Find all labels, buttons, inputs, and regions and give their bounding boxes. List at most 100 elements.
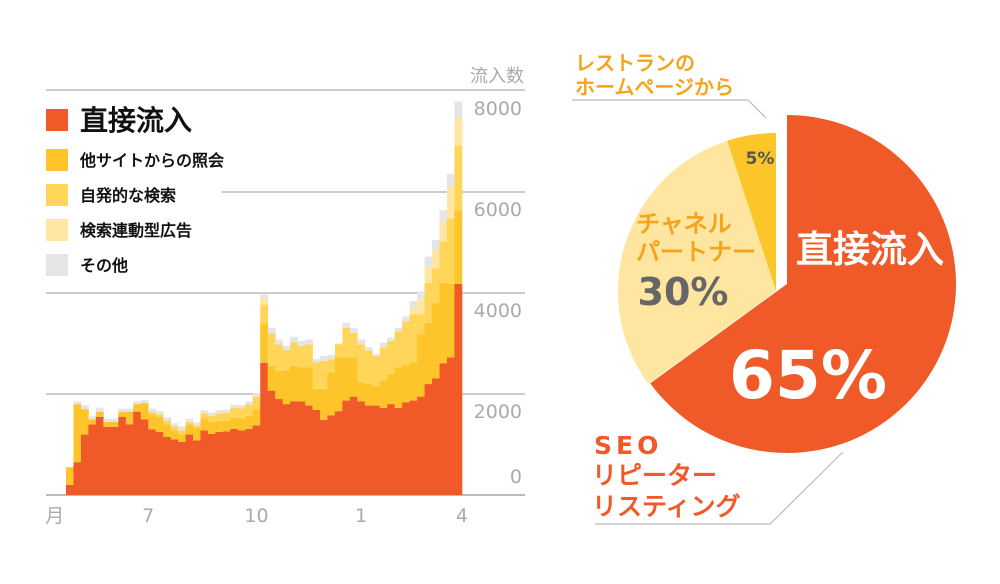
legend-label-organic: 自発的な検索	[80, 186, 176, 205]
bar-organic	[387, 340, 396, 375]
legend-swatch-direct	[46, 109, 68, 131]
bar-referral	[282, 370, 291, 405]
bar-direct	[424, 384, 433, 495]
bar-other	[88, 416, 97, 420]
bar-direct	[103, 426, 112, 495]
pie-labels: 直接流入 65% 5% チャネル パートナー 30% レストランの ホームページ…	[572, 51, 944, 525]
bar-referral	[305, 367, 313, 406]
pie-slice-partner	[618, 140, 776, 384]
bar-direct	[439, 363, 448, 495]
bar-organic	[319, 360, 328, 389]
pie-value-partner: 30%	[638, 270, 729, 314]
bar-organic	[312, 362, 321, 389]
bar-referral	[192, 427, 201, 441]
bar-organic	[260, 304, 269, 324]
x-axis-ticks: 月 7 10 1 4	[45, 505, 468, 527]
bar-ads	[446, 186, 455, 219]
y-tick-label: 6000	[474, 199, 522, 221]
bar-other	[245, 401, 254, 405]
bar-organic	[290, 342, 298, 366]
bar-referral	[409, 362, 418, 401]
bar-organic	[327, 359, 336, 373]
bar-other	[297, 340, 306, 347]
bar-organic	[439, 241, 448, 283]
bar-direct	[80, 434, 89, 495]
bar-direct	[417, 396, 425, 495]
bar-ads	[260, 298, 269, 305]
bar-other	[192, 422, 201, 426]
bar-referral	[312, 388, 321, 410]
bar-referral	[349, 357, 358, 397]
bar-organic	[207, 415, 216, 422]
bar-organic	[349, 332, 358, 358]
bar-direct	[357, 401, 366, 495]
bar-direct	[170, 439, 179, 495]
bar-other	[454, 101, 463, 118]
bar-organic	[267, 333, 276, 366]
bar-organic	[215, 413, 224, 421]
bar-organic	[170, 426, 179, 431]
bar-direct	[409, 400, 418, 495]
bar-referral	[267, 365, 276, 391]
bar-other	[409, 301, 418, 308]
bar-referral	[237, 418, 246, 431]
bar-direct	[297, 401, 306, 495]
bar-direct	[155, 431, 164, 495]
bar-direct	[192, 440, 201, 495]
bar-direct	[148, 429, 157, 495]
bar-other	[342, 322, 351, 328]
bar-referral	[372, 385, 381, 406]
bar-other	[424, 256, 433, 267]
bar-direct	[95, 416, 104, 495]
bar-direct	[290, 401, 298, 495]
bar-other	[110, 418, 119, 422]
bar-referral	[103, 421, 112, 427]
bar-organic	[394, 331, 403, 368]
bar-other	[364, 347, 373, 351]
bar-direct	[178, 441, 186, 495]
bar-referral	[207, 421, 216, 434]
bar-referral	[446, 283, 455, 358]
bar-referral	[163, 424, 171, 437]
bar-referral	[342, 357, 351, 401]
bar-referral	[155, 416, 164, 432]
bar-organic	[222, 412, 231, 421]
bar-direct	[245, 428, 254, 495]
bar-other	[334, 343, 343, 345]
bar-referral	[357, 382, 366, 402]
bar-direct	[267, 390, 276, 495]
bar-referral	[319, 388, 328, 420]
y-tick-label: 8000	[474, 98, 522, 120]
y-axis-label: 流入数	[470, 66, 524, 87]
bar-direct	[163, 436, 171, 495]
bar-other	[148, 408, 157, 412]
legend-swatch-organic	[46, 184, 68, 206]
bar-organic	[409, 314, 418, 363]
bar-referral	[125, 411, 134, 425]
pie-callout-homepage-1: レストランの	[575, 51, 695, 75]
bar-other	[163, 417, 171, 421]
x-tick-label: 7	[142, 505, 154, 527]
bar-referral	[80, 409, 89, 435]
pie-callout-seo-3: リスティング	[592, 492, 741, 521]
bar-other	[394, 327, 403, 332]
bar-other	[260, 294, 269, 299]
bar-other	[207, 412, 216, 416]
bar-referral	[200, 418, 209, 431]
bar-referral	[133, 404, 142, 412]
bar-direct	[118, 416, 127, 495]
bar-direct	[200, 430, 209, 495]
bar-direct	[432, 378, 440, 495]
bar-direct	[379, 407, 388, 495]
bar-direct	[387, 404, 396, 495]
bar-other	[73, 401, 82, 405]
pie-callout-partner-2: パートナー	[636, 238, 756, 266]
bar-organic	[245, 404, 254, 416]
bar-ads	[454, 117, 463, 146]
bar-referral	[148, 414, 157, 430]
bar-other	[200, 410, 209, 414]
bar-referral	[215, 420, 224, 432]
bar-other	[215, 410, 224, 414]
bar-direct	[312, 409, 321, 495]
x-tick-label: 10	[244, 505, 268, 527]
